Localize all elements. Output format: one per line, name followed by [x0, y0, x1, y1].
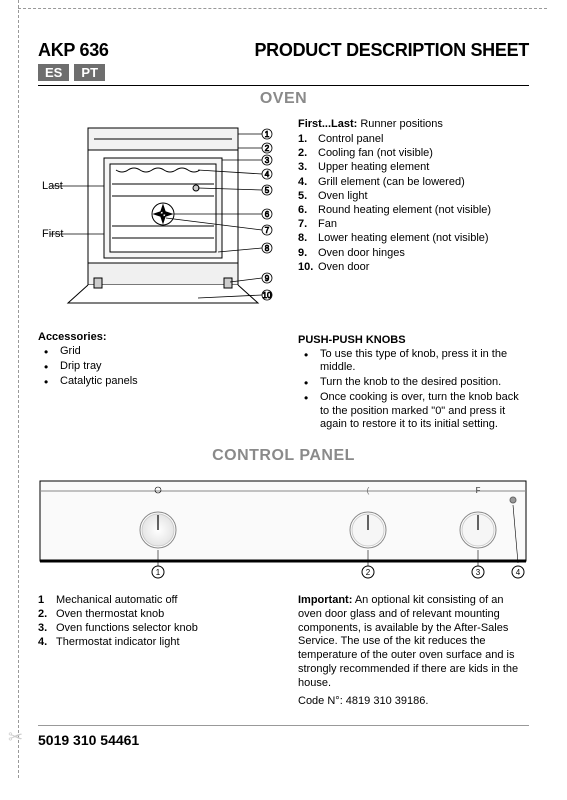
- model-number: AKP 636: [38, 40, 109, 61]
- code-number: Code N°: 4819 310 39186.: [298, 695, 529, 707]
- footer-number: 5019 310 54461: [38, 732, 529, 748]
- svg-text:6: 6: [265, 210, 270, 219]
- scissors-icon: ✂: [8, 727, 23, 748]
- svg-text:9: 9: [265, 274, 270, 283]
- svg-text:4: 4: [265, 170, 270, 179]
- lang-es: ES: [38, 64, 69, 81]
- svg-text:1: 1: [265, 130, 270, 139]
- page-title: PRODUCT DESCRIPTION SHEET: [254, 40, 529, 61]
- push-item: Once cooking is over, turn the knob back…: [302, 391, 529, 431]
- push-list: To use this type of knob, press it in th…: [298, 348, 529, 431]
- last-label: Last: [42, 180, 63, 192]
- section-oven: OVEN: [38, 90, 529, 108]
- push-heading: PUSH-PUSH KNOBS: [298, 334, 529, 346]
- section-control-panel: CONTROL PANEL: [38, 447, 529, 465]
- svg-text:2: 2: [366, 568, 371, 577]
- svg-text:8: 8: [265, 244, 270, 253]
- svg-text:3: 3: [265, 156, 270, 165]
- accessory-item: Catalytic panels: [42, 375, 278, 388]
- runner-heading: First...Last: Runner positions: [298, 118, 529, 130]
- accessories-list: Grid Drip tray Catalytic panels: [38, 345, 278, 389]
- accessory-item: Drip tray: [42, 360, 278, 373]
- oven-diagram: 1 2 3 4 5 6 7 8 9 10 Last First: [38, 118, 278, 318]
- ctrl-list: 1Mechanical automatic off 2.Oven thermos…: [38, 594, 278, 648]
- accessory-item: Grid: [42, 345, 278, 358]
- first-label: First: [42, 228, 63, 240]
- push-item: To use this type of knob, press it in th…: [302, 348, 529, 374]
- accessories-heading: Accessories:: [38, 331, 278, 343]
- push-item: Turn the knob to the desired position.: [302, 376, 529, 389]
- svg-text:10: 10: [263, 291, 272, 300]
- svg-text:4: 4: [516, 568, 521, 577]
- important-note: Important: An optional kit consisting of…: [298, 594, 529, 690]
- control-panel-diagram: ( F 1 2 3 4: [38, 475, 528, 585]
- svg-text:(: (: [367, 486, 370, 495]
- lang-pt: PT: [74, 64, 105, 81]
- parts-list: 1.Control panel 2.Cooling fan (not visib…: [298, 133, 529, 274]
- svg-text:3: 3: [476, 568, 481, 577]
- svg-text:7: 7: [265, 226, 270, 235]
- svg-text:1: 1: [156, 568, 161, 577]
- svg-text:F: F: [476, 486, 481, 495]
- svg-text:5: 5: [265, 186, 270, 195]
- svg-text:2: 2: [265, 144, 270, 153]
